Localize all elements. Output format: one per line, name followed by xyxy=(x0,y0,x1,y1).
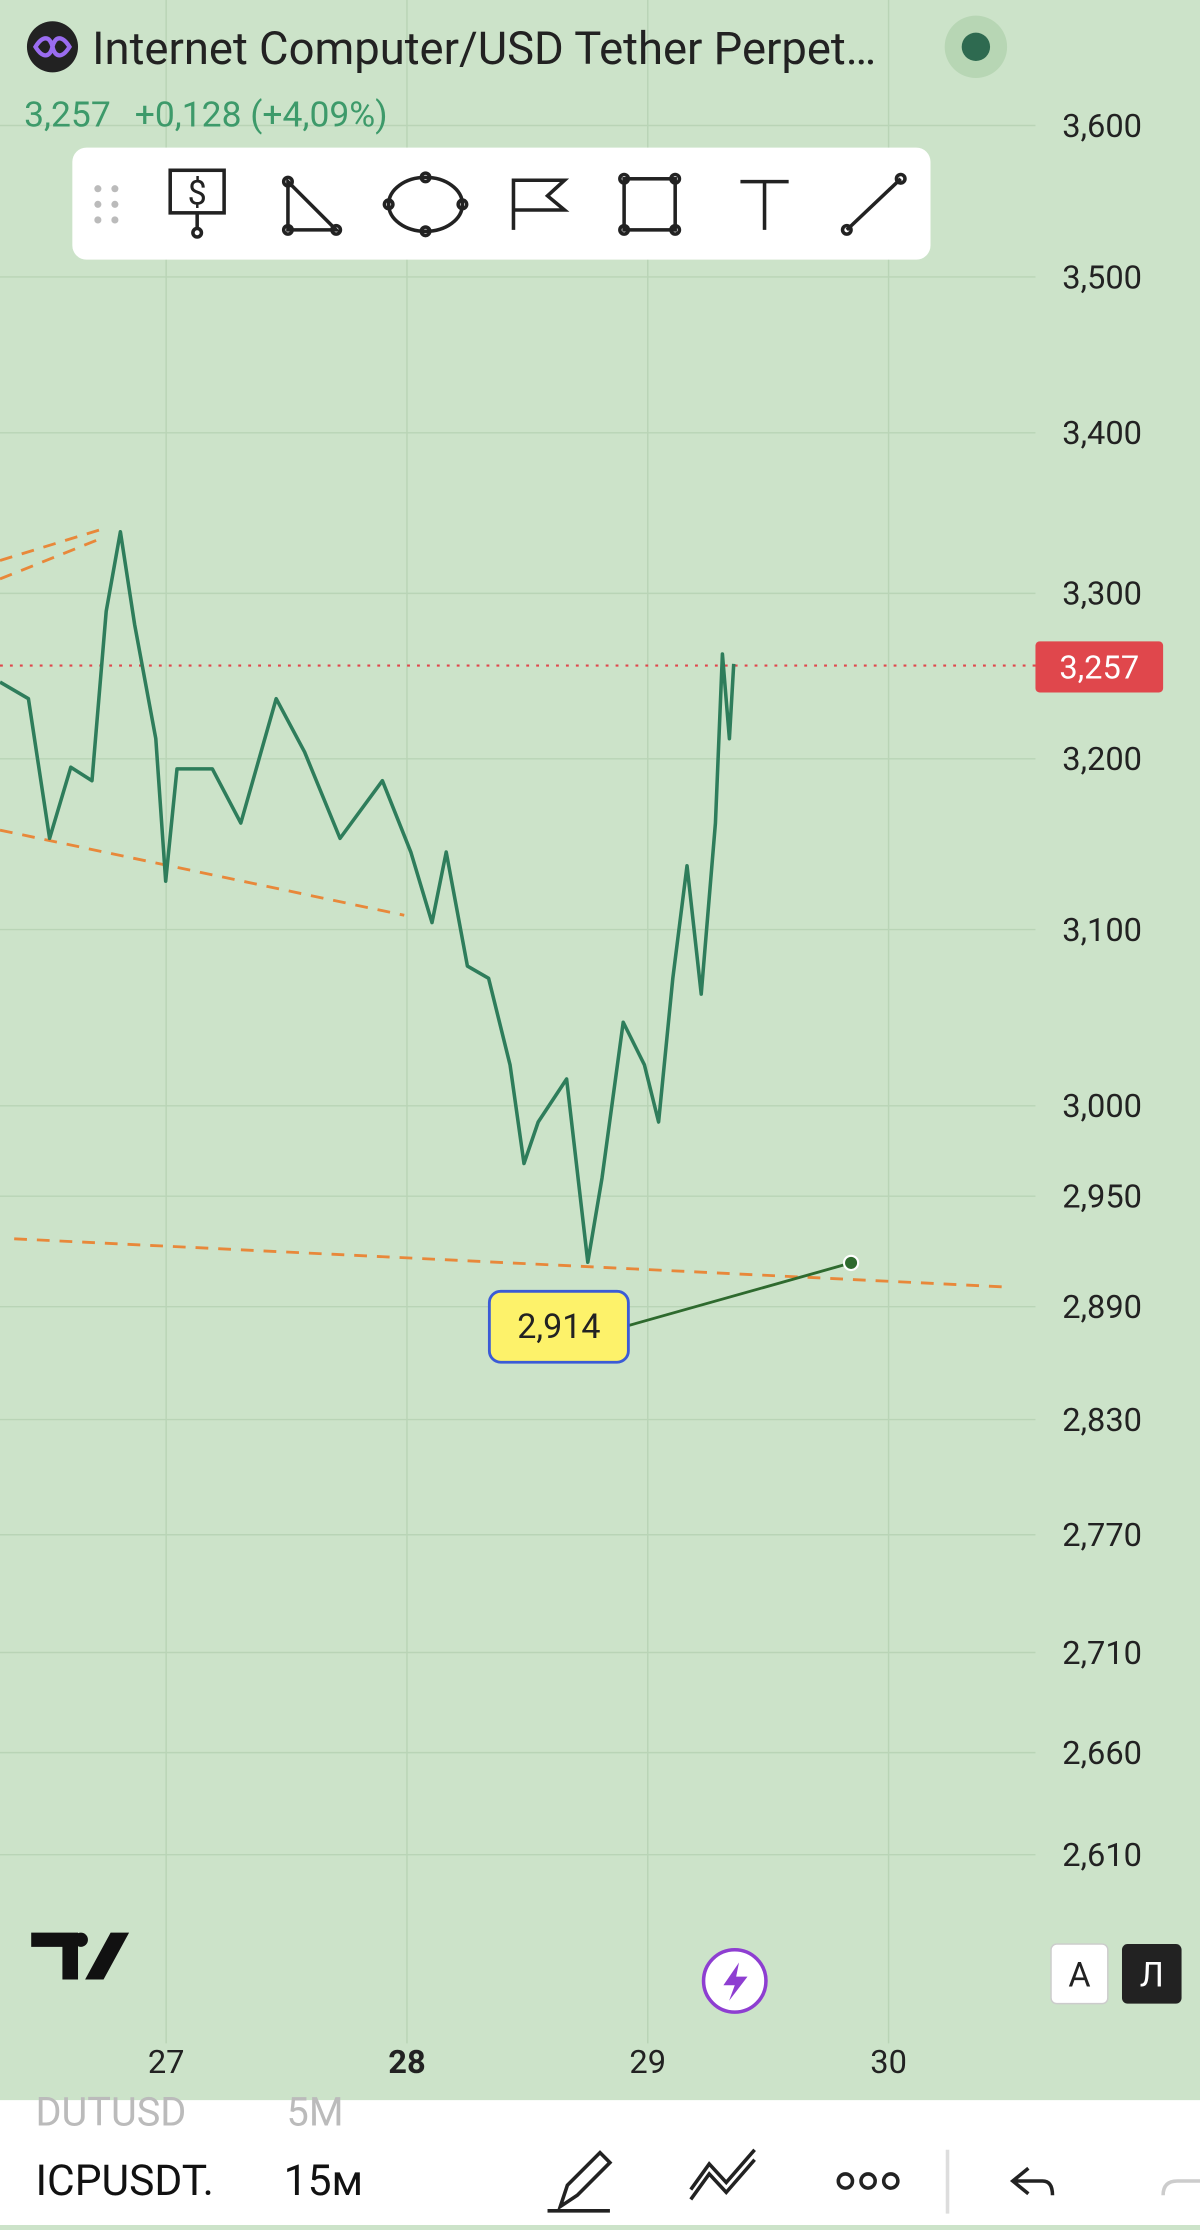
flag-tool[interactable] xyxy=(511,178,570,230)
price-line xyxy=(0,530,736,1265)
grid xyxy=(0,0,1036,2044)
y-tick-label: 3,200 xyxy=(1062,740,1142,778)
trend-line xyxy=(0,537,100,581)
auto-scale-button[interactable] xyxy=(1050,1943,1109,2005)
y-tick-label: 3,300 xyxy=(1062,575,1142,613)
callout-line xyxy=(623,1261,852,1329)
y-tick-label: 2,890 xyxy=(1062,1288,1142,1326)
y-tick-label: 3,400 xyxy=(1062,414,1142,452)
callout-label: 2,914 xyxy=(517,1307,600,1347)
logo-dot xyxy=(73,1932,88,1947)
y-tick-label: 3,000 xyxy=(1062,1087,1142,1125)
y-tick-label: 2,610 xyxy=(1062,1836,1142,1874)
log-scale-label: Л xyxy=(1140,1956,1164,1996)
indicators-button[interactable] xyxy=(689,2148,756,2201)
interval-prev[interactable]: 5M xyxy=(287,2089,344,2136)
draw-button[interactable] xyxy=(547,2150,613,2213)
symbol-prev[interactable]: DUTUSD xyxy=(35,2089,186,2136)
price: 3,257 xyxy=(24,93,111,135)
undo-button[interactable] xyxy=(1009,2166,1055,2196)
x-tick-label: 27 xyxy=(148,2043,185,2081)
y-tick-label: 2,710 xyxy=(1062,1634,1142,1672)
rectangle-tool[interactable] xyxy=(618,172,682,236)
trend-line xyxy=(0,828,405,917)
plot xyxy=(0,530,736,1265)
interval[interactable]: 15м xyxy=(284,2157,363,2206)
y-tick-label: 3,600 xyxy=(1062,107,1142,145)
triangle-tool[interactable] xyxy=(281,175,343,236)
ellipse-tool[interactable] xyxy=(382,171,469,238)
last-price-tag xyxy=(1035,641,1164,693)
trend-line xyxy=(0,526,107,562)
y-tick-label: 2,830 xyxy=(1062,1401,1142,1439)
y-tick-label: 2,660 xyxy=(1062,1734,1142,1772)
coin-icon-mark xyxy=(32,36,73,58)
callout-point[interactable] xyxy=(842,1254,860,1272)
x-tick-label: 30 xyxy=(870,2043,907,2081)
y-tick-label: 3,500 xyxy=(1062,258,1142,296)
log-scale-button[interactable] xyxy=(1121,1944,1182,2004)
y-tick-label: 2,770 xyxy=(1062,1516,1142,1554)
x-tick-label: 28 xyxy=(388,2043,425,2081)
chart-background xyxy=(0,0,1200,2100)
title[interactable]: Internet Computer/USD Tether Perpet… xyxy=(92,23,876,76)
y-tick-label: 3,100 xyxy=(1062,911,1142,949)
line-tool[interactable] xyxy=(840,172,907,236)
toolbar-background xyxy=(72,147,931,260)
auto-scale-label: A xyxy=(1068,1956,1090,1996)
lightning-icon xyxy=(723,1962,748,2001)
x-tick-label: 29 xyxy=(629,2043,666,2081)
more-button[interactable] xyxy=(836,2172,900,2190)
y-tick-label: 2,950 xyxy=(1062,1178,1142,1216)
price-label-tool[interactable]: $ xyxy=(168,168,226,239)
svg-text:$: $ xyxy=(188,173,207,213)
text-tool[interactable] xyxy=(740,179,789,230)
bottom-bar xyxy=(0,2100,1200,2225)
symbol[interactable]: ICPUSDT. xyxy=(35,2157,213,2206)
drag-handle[interactable] xyxy=(94,185,119,224)
price-change: +0,128 (+4,09%) xyxy=(135,93,388,135)
last-price-label: 3,257 xyxy=(1059,648,1139,686)
callout-box[interactable] xyxy=(487,1289,630,1364)
trend-lines xyxy=(0,526,1008,1289)
logo[interactable] xyxy=(31,1932,130,1980)
status-dot xyxy=(961,32,991,62)
drawing-toolbar: $ xyxy=(72,147,931,260)
redo-button[interactable] xyxy=(1161,2179,1200,2196)
trend-line xyxy=(14,1237,1008,1289)
